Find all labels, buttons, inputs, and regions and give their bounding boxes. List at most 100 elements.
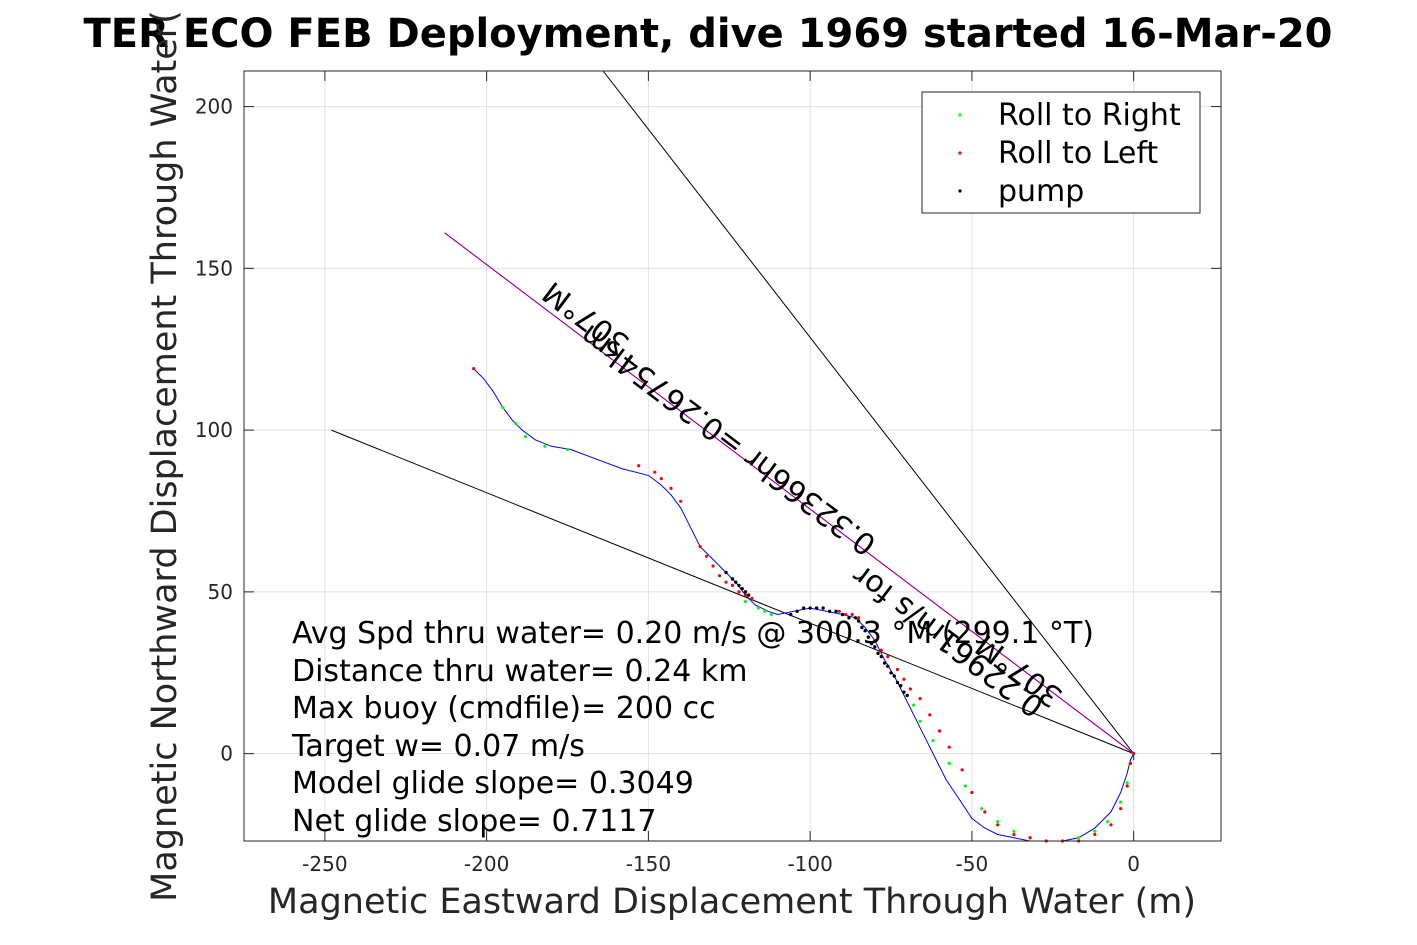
pump-marker — [902, 690, 906, 694]
roll-left-marker — [1125, 784, 1129, 788]
x-axis-label: Magnetic Eastward Displacement Through W… — [268, 882, 1196, 922]
roll-left-marker — [659, 477, 663, 481]
pump-marker — [892, 674, 896, 678]
net-duration-distance-label: 0.32366hr =0.26754km — [574, 317, 883, 562]
x-tick-label: -250 — [302, 852, 347, 876]
roll-left-marker — [960, 768, 964, 772]
net-line-black — [444, 232, 1134, 754]
pump-marker — [889, 671, 893, 675]
roll-left-marker — [850, 612, 854, 617]
roll-right-marker — [565, 447, 570, 452]
pump-marker — [821, 606, 825, 610]
x-tick-label: -200 — [464, 852, 509, 876]
pump-marker — [827, 609, 832, 613]
legend-label-roll-right: Roll to Right — [998, 98, 1181, 133]
y-tick-label: 150 — [195, 256, 233, 280]
pump-marker — [814, 606, 819, 610]
pump-marker — [899, 684, 903, 688]
roll-left-marker — [472, 367, 476, 371]
pump-marker — [789, 612, 793, 617]
roll-left-marker — [1132, 752, 1136, 756]
roll-left-marker — [669, 486, 673, 490]
pump-marker — [834, 609, 838, 613]
pump-marker — [801, 606, 806, 610]
legend: Roll to Right Roll to Left pump — [921, 91, 1201, 214]
roll-left-marker — [743, 593, 748, 597]
pump-marker — [860, 625, 864, 630]
roll-right-marker — [523, 434, 528, 439]
roll-right-marker — [543, 444, 547, 448]
x-tick-label: -150 — [626, 852, 671, 876]
pump-marker — [737, 583, 741, 588]
pump-marker — [882, 661, 887, 665]
pump-marker — [866, 635, 871, 639]
roll-right-marker — [1012, 829, 1016, 833]
pump-marker — [724, 570, 728, 575]
y-axis-label: Magnetic Northward Displacement Through … — [145, 10, 185, 902]
roll-left-marker — [711, 564, 715, 568]
pump-marker — [856, 619, 861, 623]
pump-marker — [876, 651, 880, 656]
roll-left-marker — [928, 713, 932, 717]
roll-left-marker — [1012, 832, 1016, 837]
pump-marker — [905, 693, 909, 698]
stat-distance: Distance thru water= 0.24 km — [292, 654, 747, 689]
roll-left-marker — [902, 677, 906, 681]
roll-left-marker — [837, 609, 841, 613]
pump-marker — [740, 586, 744, 591]
net-displacement-line — [444, 232, 1135, 755]
roll-right-marker — [947, 761, 951, 765]
roll-left-marker — [895, 667, 900, 672]
roll-left-marker — [983, 810, 987, 814]
x-tick-label: -50 — [956, 852, 989, 876]
roll-right-marker — [963, 784, 968, 788]
pump-marker — [730, 577, 735, 581]
y-tick-label: 200 — [195, 95, 233, 119]
pump-marker — [743, 590, 748, 594]
roll-right-marker — [743, 599, 748, 604]
roll-right-marker — [931, 739, 935, 743]
roll-left-marker — [705, 554, 709, 558]
pump-marker — [886, 664, 890, 668]
roll-left-marker — [679, 499, 683, 503]
stat-max-buoy: Max buoy (cmdfile)= 200 cc — [292, 691, 716, 726]
legend-box — [921, 91, 1201, 214]
pump-marker — [863, 629, 867, 633]
pump-marker — [895, 680, 900, 685]
x-tick-label: -100 — [787, 852, 832, 876]
stats-block: Avg Spd thru water= 0.20 m/s @ 300.3 °M … — [291, 616, 1094, 839]
roll-left-marker — [908, 687, 913, 691]
roll-left-marker — [637, 464, 641, 468]
roll-left-marker — [996, 823, 1000, 827]
roll-left-marker — [844, 612, 848, 617]
pump-marker — [795, 609, 799, 613]
roll-left-marker — [1128, 761, 1133, 765]
y-tick-label: 50 — [208, 580, 233, 604]
roll-left-marker — [724, 580, 728, 584]
pump-marker — [746, 593, 751, 597]
roll-right-marker — [1119, 800, 1123, 804]
legend-marker-roll-left — [958, 151, 962, 155]
roll-left-marker — [1119, 807, 1123, 811]
roll-right-marker — [501, 405, 505, 410]
stat-net-glide-slope: Net glide slope= 0.7117 — [292, 804, 656, 839]
roll-left-marker — [750, 596, 754, 600]
roll-right-marker — [1077, 836, 1081, 840]
roll-left-marker — [737, 590, 741, 594]
roll-right-marker — [996, 819, 1000, 824]
pump-marker — [808, 606, 812, 610]
roll-left-marker — [937, 729, 942, 733]
stat-target-w: Target w= 0.07 m/s — [291, 729, 585, 764]
x-tick-label: 0 — [1127, 852, 1140, 876]
pump-marker — [869, 641, 874, 646]
track-markers — [472, 367, 1136, 843]
stat-model-glide-slope: Model glide slope= 0.3049 — [292, 766, 694, 801]
pump-marker — [853, 616, 858, 620]
roll-left-marker — [873, 638, 877, 643]
cone-line — [602, 70, 1135, 754]
roll-left-marker — [717, 574, 722, 578]
roll-left-marker — [698, 544, 702, 549]
roll-left-marker — [730, 583, 735, 588]
roll-right-marker — [918, 719, 922, 723]
roll-left-marker — [1028, 836, 1032, 840]
